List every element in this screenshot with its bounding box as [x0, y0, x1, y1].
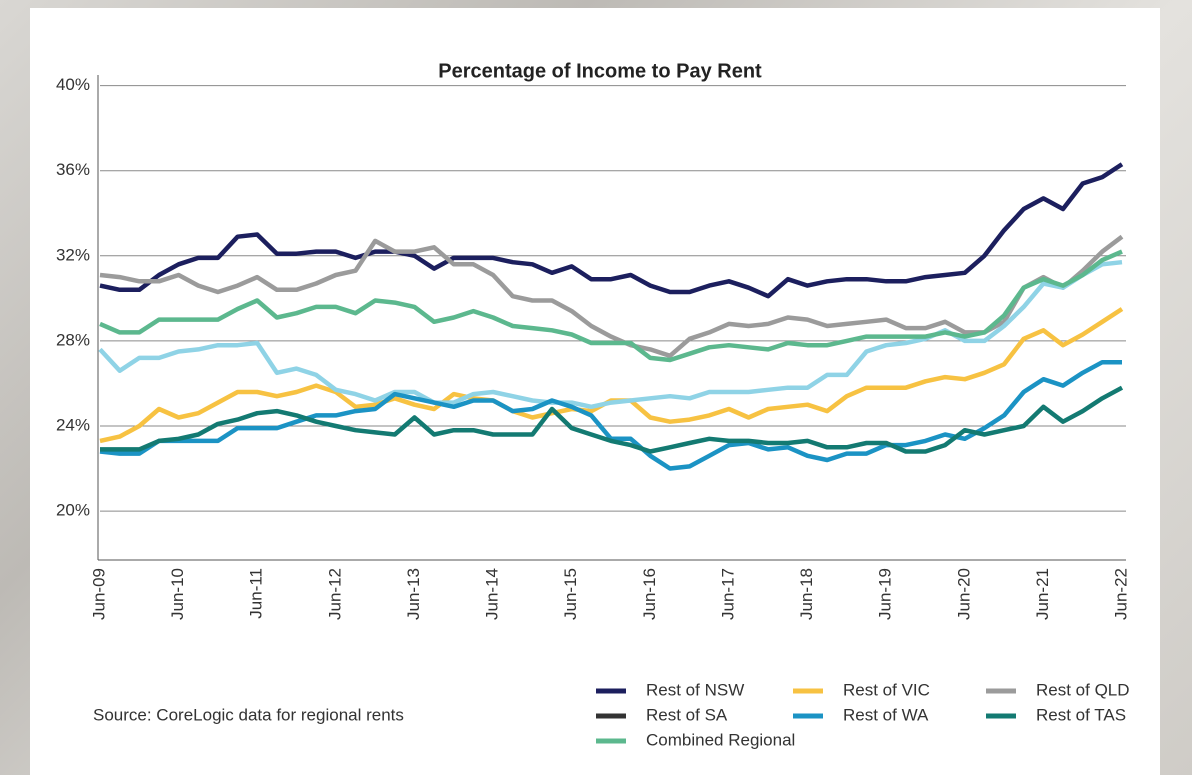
page: Percentage of Income to Pay Rent Source:… — [0, 0, 1192, 775]
x-tick-label: Jun-17 — [718, 568, 737, 620]
x-tick-label: Jun-10 — [168, 568, 187, 620]
legend-label: Combined Regional — [646, 730, 795, 749]
legend-label: Rest of QLD — [1036, 680, 1130, 699]
y-tick-label: 32% — [56, 245, 90, 264]
x-tick-label: Jun-11 — [247, 568, 266, 619]
x-tick-label: Jun-12 — [325, 568, 344, 620]
x-tick-label: Jun-13 — [404, 568, 423, 620]
x-tick-label: Jun-09 — [89, 568, 108, 620]
y-tick-label: 20% — [56, 501, 90, 520]
chart-title: Percentage of Income to Pay Rent — [438, 60, 762, 82]
x-tick-label: Jun-22 — [1111, 568, 1130, 620]
chart: Percentage of Income to Pay Rent Source:… — [0, 0, 1192, 775]
legend-label: Rest of VIC — [843, 680, 930, 699]
x-tick-label: Jun-16 — [640, 568, 659, 620]
x-tick-label: Jun-15 — [561, 568, 580, 620]
y-tick-label: 40% — [56, 75, 90, 94]
x-tick-label: Jun-14 — [483, 568, 502, 620]
legend-label: Rest of WA — [843, 705, 929, 724]
line-series — [100, 309, 1122, 441]
x-tick-label: Jun-19 — [876, 568, 895, 620]
legend-label: Rest of SA — [646, 705, 728, 724]
x-tick-label: Jun-21 — [1033, 568, 1052, 620]
line-series — [100, 388, 1122, 452]
source-note: Source: CoreLogic data for regional rent… — [93, 705, 404, 724]
y-tick-label: 28% — [56, 330, 90, 349]
y-tick-label: 36% — [56, 160, 90, 179]
legend-label: Rest of NSW — [646, 680, 744, 699]
x-tick-label: Jun-18 — [797, 568, 816, 620]
x-tick-label: Jun-20 — [954, 568, 973, 620]
y-tick-label: 24% — [56, 415, 90, 434]
legend-label: Rest of TAS — [1036, 705, 1126, 724]
